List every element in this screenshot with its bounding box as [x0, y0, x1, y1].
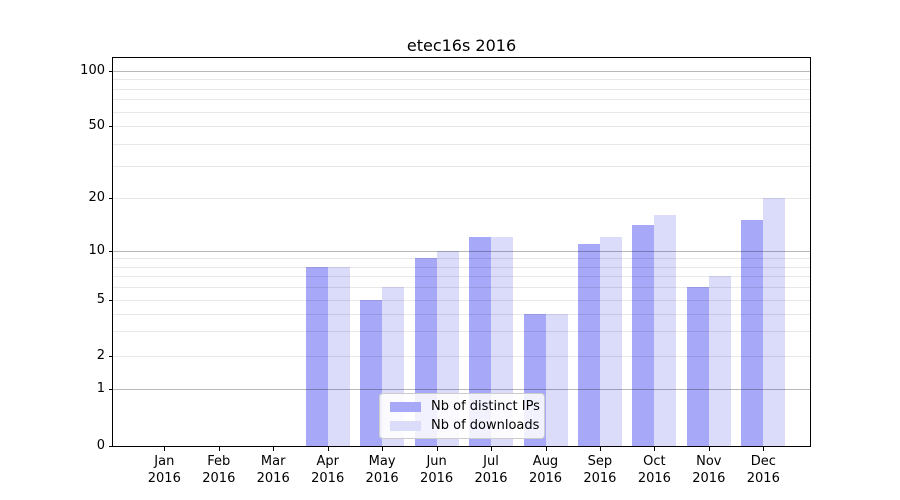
x-axis-tick — [599, 447, 601, 451]
gridline-minor — [113, 266, 810, 268]
y-tick-label: 5 — [96, 292, 105, 307]
x-axis-tick — [218, 447, 220, 451]
y-axis-tick — [109, 126, 113, 127]
gridline-minor — [113, 79, 810, 81]
y-tick-label: 0 — [96, 438, 105, 453]
gridline-minor — [113, 111, 810, 113]
y-tick-label: 1 — [96, 381, 105, 396]
x-axis-tick — [382, 447, 384, 451]
x-tick-label: Jan 2016 — [147, 454, 181, 486]
x-tick-label: Nov 2016 — [692, 454, 726, 486]
x-tick-label: Oct 2016 — [637, 454, 671, 486]
x-axis-tick — [436, 447, 438, 451]
gridline-minor — [113, 126, 810, 127]
bar-downloads-sep — [599, 237, 622, 446]
y-axis-tick — [109, 389, 113, 390]
gridline-minor — [113, 88, 810, 90]
legend-swatch-downloads — [390, 420, 421, 431]
y-tick-label: 2 — [96, 348, 105, 363]
x-tick-label: Mar 2016 — [256, 454, 290, 486]
x-axis-tick — [763, 447, 765, 451]
x-tick-label: Dec 2016 — [746, 454, 780, 486]
y-axis-tick — [109, 446, 113, 447]
gridline-minor — [113, 166, 810, 168]
bar-downloads-nov — [708, 276, 731, 446]
gridline-major — [113, 71, 810, 72]
x-axis-tick — [164, 447, 166, 451]
x-tick-label: Aug 2016 — [528, 454, 563, 486]
x-axis-tick — [708, 447, 710, 451]
x-tick-label: Jul 2016 — [474, 454, 508, 486]
gridline-major — [113, 251, 810, 252]
y-tick-label: 20 — [88, 190, 105, 205]
x-tick-label: Apr 2016 — [311, 454, 345, 486]
legend: Nb of distinct IPs Nb of downloads — [379, 393, 545, 439]
bar-ips-nov — [686, 287, 709, 446]
x-axis-tick — [273, 447, 275, 451]
gridline-minor — [113, 258, 810, 260]
x-tick-label: Sep 2016 — [583, 454, 617, 486]
plot-area — [112, 57, 811, 447]
bar-ips-may — [360, 300, 383, 446]
gridline-minor — [113, 198, 810, 199]
y-axis-tick — [109, 356, 113, 357]
x-tick-label: May 2016 — [365, 454, 399, 486]
y-tick-label: 10 — [88, 243, 105, 258]
y-tick-label: 100 — [80, 63, 105, 78]
gridline-minor — [113, 143, 810, 145]
x-axis-tick — [491, 447, 492, 451]
y-tick-label: 50 — [88, 118, 105, 133]
bar-downloads-dec — [763, 198, 786, 446]
x-axis-tick — [654, 447, 656, 451]
bar-downloads-apr — [327, 266, 350, 446]
legend-item-distinct-ips: Nb of distinct IPs — [388, 399, 540, 414]
x-axis-tick — [327, 447, 329, 451]
legend-item-downloads: Nb of downloads — [388, 418, 540, 433]
gridline-minor — [113, 276, 810, 278]
legend-label-ips: Nb of distinct IPs — [431, 399, 540, 414]
legend-label-downloads: Nb of downloads — [431, 418, 540, 433]
bar-ips-oct — [632, 225, 655, 446]
bar-ips-dec — [741, 220, 764, 446]
x-axis-tick — [545, 447, 547, 451]
y-axis-tick — [109, 251, 113, 252]
y-axis-tick — [109, 300, 113, 301]
bar-ips-apr — [305, 266, 328, 446]
chart-title: etec16s 2016 — [406, 36, 517, 55]
bar-downloads-oct — [654, 215, 677, 446]
y-axis-tick — [109, 198, 113, 199]
bar-ips-sep — [577, 243, 600, 446]
legend-swatch-ips — [390, 401, 421, 412]
x-tick-label: Jun 2016 — [420, 454, 454, 486]
gridline-minor — [113, 99, 810, 101]
bar-downloads-aug — [545, 313, 568, 446]
x-tick-label: Feb 2016 — [202, 454, 236, 486]
y-axis-tick — [109, 71, 113, 72]
